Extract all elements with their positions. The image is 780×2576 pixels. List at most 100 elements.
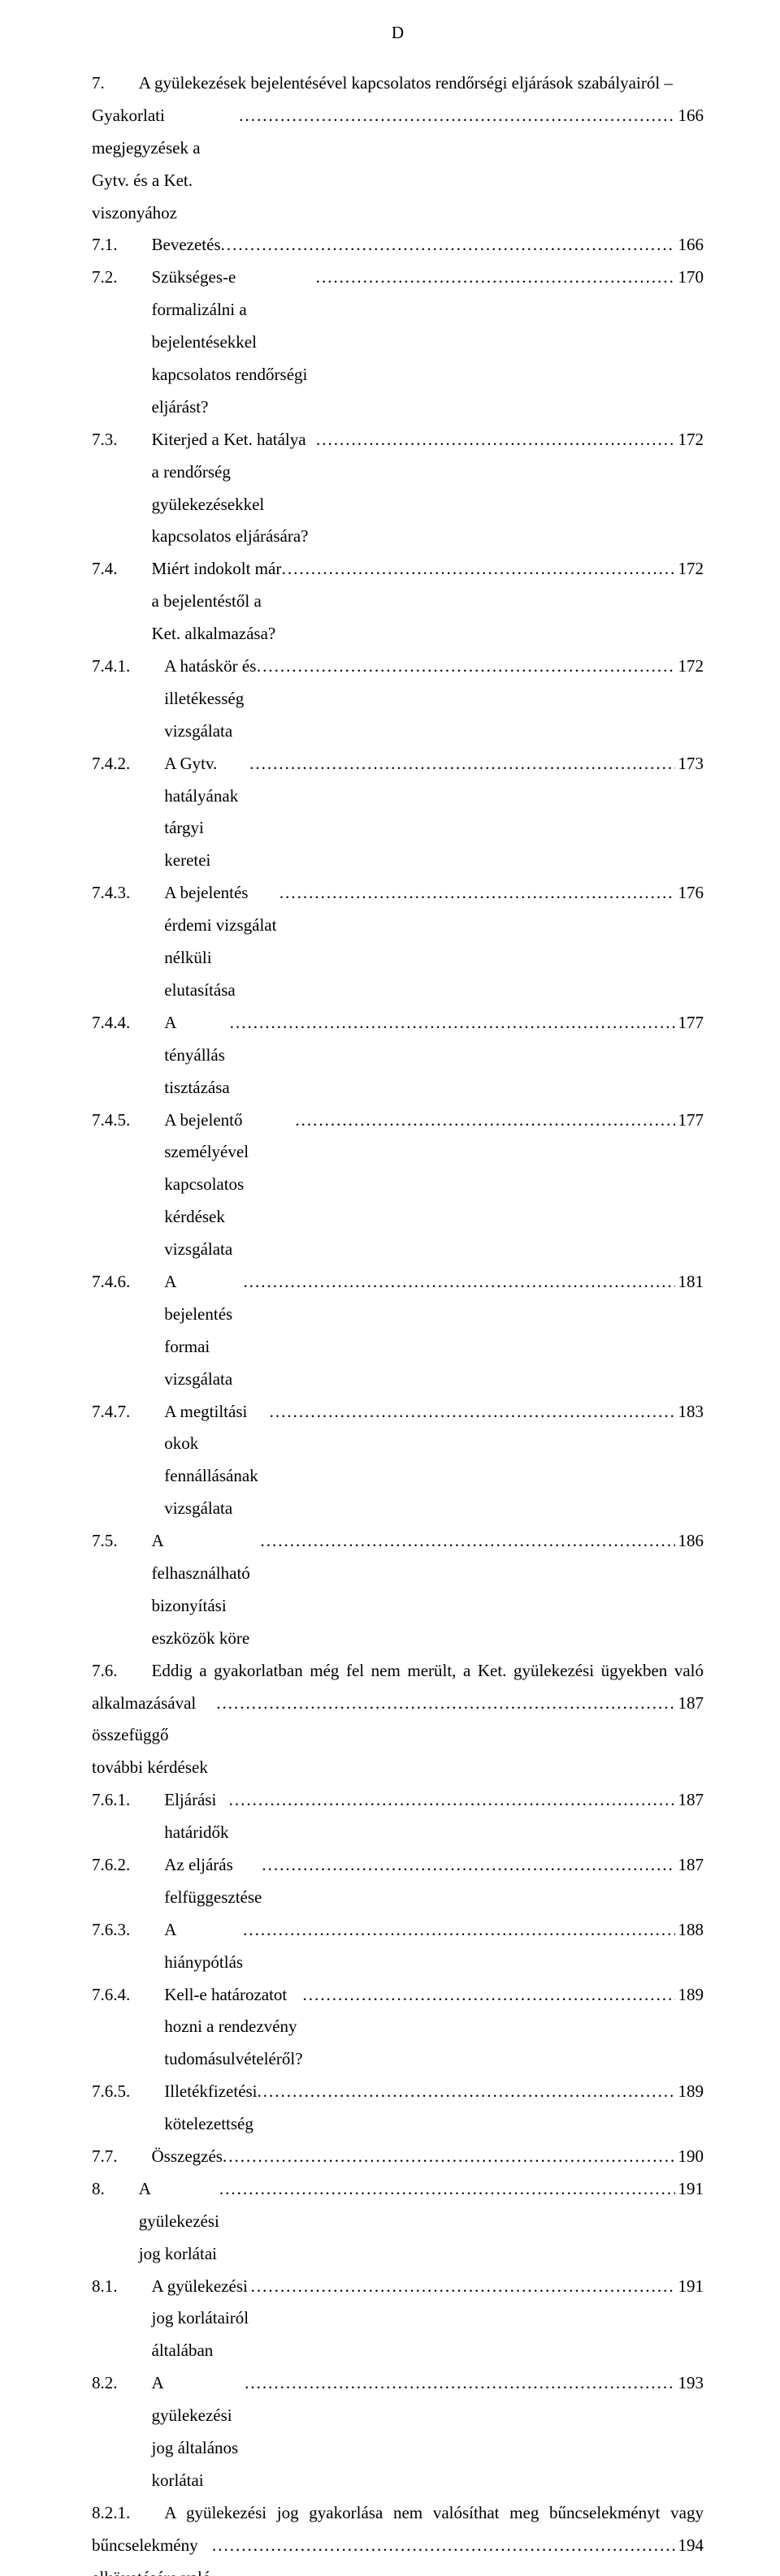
toc-entry-continuation: alkalmazásával összefüggő további kérdés… (92, 1688, 704, 1785)
toc-title-wrap: Kiterjed a Ket. hatálya a rendőrség gyül… (152, 424, 704, 554)
toc-title: A Gytv. hatályának tárgyi keretei (164, 748, 249, 878)
toc-entry: 7.7. Összegzés 190 (92, 2141, 704, 2173)
toc-title: Kell-e határozatot hozni a rendezvény tu… (164, 1979, 302, 2077)
toc-title: A bejelentés érdemi vizsgálat nélküli el… (164, 877, 280, 1007)
toc-leader (219, 2173, 675, 2206)
toc-entry: 7.2.Szükséges-e formalizálni a bejelenté… (92, 261, 704, 423)
toc-title-wrap: A bejelentés formai vizsgálata 181 (164, 1266, 704, 1396)
toc-number: 7.4.3. (92, 877, 130, 910)
toc-entry: 8.A gyülekezési jog korlátai 191 (92, 2173, 704, 2271)
toc-page-number: 166 (675, 229, 704, 261)
toc-number: 7.6.3. (92, 1914, 130, 1947)
toc-page-number: 177 (675, 1104, 704, 1137)
toc-container: 7.A gyülekezések bejelentésével kapcsola… (92, 67, 704, 2576)
toc-title: A hiánypótlás (164, 1914, 243, 1979)
toc-title: Eljárási határidők (164, 1784, 228, 1849)
toc-title-wrap: A gyülekezések bejelentésével kapcsolato… (139, 67, 704, 100)
toc-leader (280, 877, 675, 910)
toc-title: bűncselekmény elkövetésére való felhívás… (92, 2530, 212, 2576)
toc-entry: 7.6.3. A hiánypótlás 188 (92, 1914, 704, 1979)
toc-page-number: 191 (675, 2173, 704, 2206)
toc-title: A gyülekezési jog korlátairól általában (152, 2271, 251, 2368)
toc-page-number: 172 (675, 553, 704, 586)
toc-title: A megtiltási okok fennállásának vizsgála… (164, 1396, 269, 1526)
toc-leader (303, 1979, 675, 2012)
toc-title: Kiterjed a Ket. hatálya a rendőrség gyül… (152, 424, 316, 554)
toc-entry: 7.4.6. A bejelentés formai vizsgálata 181 (92, 1266, 704, 1396)
toc-title: A tényállás tisztázása (164, 1007, 229, 1104)
toc-number: 7.4.6. (92, 1266, 130, 1299)
toc-entry: 7.4.1.A hatáskör és illetékesség vizsgál… (92, 650, 704, 748)
toc-leader (257, 650, 675, 683)
toc-leader (223, 2141, 675, 2173)
toc-page-number: 177 (675, 1007, 704, 1039)
toc-number: 7.4. (92, 553, 118, 586)
toc-number: 7.1. (92, 229, 118, 261)
toc-page-number: 188 (675, 1914, 704, 1947)
toc-entry: 7.6.1.Eljárási határidők 187 (92, 1784, 704, 1849)
toc-title-wrap: A Gytv. hatályának tárgyi keretei 173 (164, 748, 704, 878)
toc-leader (262, 1849, 674, 1882)
toc-page-number: 183 (675, 1396, 704, 1428)
toc-number: 7.6. (92, 1655, 118, 1688)
toc-entry: 7.A gyülekezések bejelentésével kapcsola… (92, 67, 704, 100)
toc-title-wrap: Miért indokolt már a bejelentéstől a Ket… (152, 553, 704, 650)
toc-entry: 7.3.Kiterjed a Ket. hatálya a rendőrség … (92, 424, 704, 554)
toc-title-wrap: Bevezetés 166 (152, 229, 704, 261)
toc-page-number: 181 (675, 1266, 704, 1299)
toc-leader (229, 1784, 675, 1817)
toc-entry: 8.1. A gyülekezési jog korlátairól általá… (92, 2271, 704, 2368)
toc-title: A felhasználható bizonyítási eszközök kö… (152, 1525, 261, 1655)
toc-title: Miért indokolt már a bejelentéstől a Ket… (152, 553, 282, 650)
toc-page-number: 189 (675, 2076, 704, 2108)
toc-number: 8.2.1. (92, 2497, 130, 2530)
toc-title-wrap: A gyülekezési jog korlátai 191 (139, 2173, 704, 2271)
toc-page-number: 190 (675, 2141, 704, 2173)
toc-number: 7.6.1. (92, 1784, 130, 1817)
toc-title: A gyülekezések bejelentésével kapcsolato… (139, 67, 673, 100)
page-header: D (92, 23, 704, 43)
toc-entry: 7.1. Bevezetés 166 (92, 229, 704, 261)
toc-leader (221, 229, 675, 261)
toc-title: Összegzés (152, 2141, 223, 2173)
toc-title: A gyülekezési jog korlátai (139, 2173, 219, 2271)
toc-page-number: 176 (675, 877, 704, 910)
toc-leader (239, 100, 674, 132)
toc-title-wrap: A gyülekezési jog gyakorlása nem valósít… (164, 2497, 704, 2530)
toc-title-wrap: A felhasználható bizonyítási eszközök kö… (152, 1525, 704, 1655)
toc-title-wrap: A bejelentő személyével kapcsolatos kérd… (164, 1104, 704, 1266)
toc-title: Szükséges-e formalizálni a bejelentésekk… (152, 261, 316, 423)
toc-title-wrap: Illetékfizetési kötelezettség 189 (164, 2076, 704, 2141)
toc-number: 7.6.4. (92, 1979, 130, 2012)
toc-page-number: 172 (675, 424, 704, 456)
toc-entry: 7.4.4.A tényállás tisztázása 177 (92, 1007, 704, 1104)
toc-number: 7.4.2. (92, 748, 130, 780)
toc-number: 7.5. (92, 1525, 118, 1558)
toc-page-number: 187 (675, 1688, 704, 1720)
toc-entry: 8.2.1. A gyülekezési jog gyakorlása nem v… (92, 2497, 704, 2530)
toc-number: 7.7. (92, 2141, 118, 2173)
toc-leader (258, 2076, 675, 2108)
toc-page-number: 170 (675, 261, 704, 294)
toc-leader (295, 1104, 674, 1137)
toc-leader (230, 1007, 675, 1039)
toc-title-wrap: A gyülekezési jog korlátairól általában … (152, 2271, 704, 2368)
toc-title: A gyülekezési jog általános korlátai (152, 2367, 245, 2497)
toc-title-wrap: A hiánypótlás 188 (164, 1914, 704, 1979)
toc-entry: 7.6.2.Az eljárás felfüggesztése 187 (92, 1849, 704, 1914)
toc-page-number: 173 (675, 748, 704, 780)
toc-title: Az eljárás felfüggesztése (164, 1849, 262, 1914)
toc-leader (270, 1396, 675, 1428)
toc-title-wrap: A tényállás tisztázása 177 (164, 1007, 704, 1104)
toc-title-wrap: A megtiltási okok fennállásának vizsgála… (164, 1396, 704, 1526)
toc-title: A gyülekezési jog gyakorlása nem valósít… (164, 2497, 704, 2530)
toc-leader (245, 2367, 674, 2400)
toc-title-wrap: Szükséges-e formalizálni a bejelentésekk… (152, 261, 704, 423)
toc-page-number: 166 (675, 100, 704, 132)
toc-entry: 7.5. A felhasználható bizonyítási eszközö… (92, 1525, 704, 1655)
toc-leader (216, 1688, 674, 1720)
toc-entry: 7.4. Miért indokolt már a bejelentéstől a… (92, 553, 704, 650)
toc-number: 8.1. (92, 2271, 118, 2303)
toc-page-number: 189 (675, 1979, 704, 2012)
toc-page-number: 187 (675, 1849, 704, 1882)
